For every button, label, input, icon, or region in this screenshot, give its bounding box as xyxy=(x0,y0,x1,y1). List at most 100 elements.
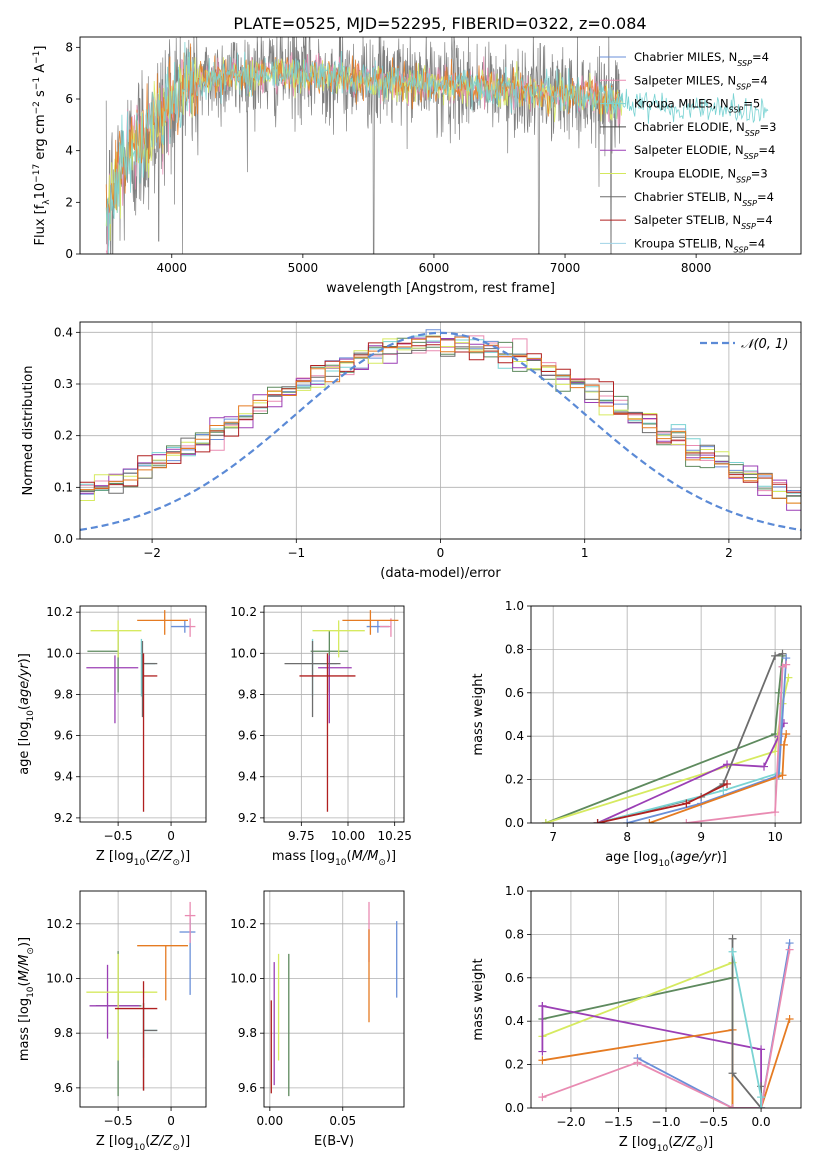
x-tick-label: 0.0 xyxy=(752,1115,771,1129)
y-tick-label: 0.3 xyxy=(54,377,73,391)
chart-spectrum: 4000 5000 6000 7000 8000 0 2 4 6 8 wavelength [Ang… xyxy=(32,36,802,296)
plot-area xyxy=(86,901,196,1097)
point-marker xyxy=(541,819,550,823)
x-tick-label: 7 xyxy=(549,830,557,844)
point-marker xyxy=(771,651,780,660)
y-axis-label: mass weight xyxy=(471,673,486,755)
y-tick-label: 10.0 xyxy=(46,971,73,985)
x-axis-label: Z [log10(Z/Z⊙)] xyxy=(96,1134,190,1153)
x-tick-label: 10.00 xyxy=(331,829,365,843)
x-tick-label: −1 xyxy=(287,546,305,560)
y-tick-label: 9.6 xyxy=(238,729,257,743)
y-tick-label: 10.2 xyxy=(46,605,73,619)
x-tick-label: 1 xyxy=(581,546,589,560)
plot-area xyxy=(86,610,196,812)
y-tick-label: 1.0 xyxy=(505,599,524,613)
legend: Chabrier MILES, NSSP=4 Salpeter MILES, NS… xyxy=(600,50,776,254)
point-marker xyxy=(682,799,691,808)
point-marker xyxy=(728,1104,737,1108)
x-tick-label: 10 xyxy=(767,830,782,844)
series-line xyxy=(542,949,791,1108)
y-tick-label: 9.4 xyxy=(54,770,73,784)
x-axis-label: mass [log10(M/M⊙)] xyxy=(272,849,396,868)
point-marker xyxy=(623,819,632,823)
legend-label: 𝒩(0, 1) xyxy=(741,337,788,352)
y-tick-label: 0.2 xyxy=(54,429,73,443)
point-marker xyxy=(779,740,788,749)
y-tick-label: 8 xyxy=(65,40,73,54)
point-marker xyxy=(778,771,787,780)
x-tick-label: −0.5 xyxy=(104,829,133,843)
y-tick-label: 10.2 xyxy=(230,605,257,619)
plot-area xyxy=(105,37,769,254)
y-tick-label: 1.0 xyxy=(505,884,524,898)
y-tick-label: 10.2 xyxy=(230,917,257,931)
point-marker xyxy=(682,819,691,823)
y-tick-label: 10.0 xyxy=(230,971,257,985)
point-marker xyxy=(771,808,780,817)
point-marker xyxy=(728,1069,737,1078)
y-tick-label: 9.2 xyxy=(238,811,257,825)
legend-label: Chabrier STELIB, NSSP=4 xyxy=(634,190,774,208)
model-extension-line xyxy=(604,88,769,124)
legend-label: Kroupa ELODIE, NSSP=3 xyxy=(634,167,768,185)
figure-title: PLATE=0525, MJD=52295, FIBERID=0322, z=0… xyxy=(233,14,646,33)
y-tick-label: 0.4 xyxy=(54,325,73,339)
histogram-series xyxy=(80,336,801,504)
y-axis-label: mass weight xyxy=(471,958,486,1040)
x-tick-label: 0 xyxy=(167,829,175,843)
series-line xyxy=(731,951,762,1108)
x-tick-label: 7000 xyxy=(550,261,581,275)
series-line xyxy=(686,663,787,823)
y-tick-label: 0.4 xyxy=(505,1014,524,1028)
y-axis-label: mass [log10(M/M⊙)] xyxy=(17,937,36,1061)
point-marker xyxy=(538,1056,547,1065)
point-marker xyxy=(785,945,794,954)
series-line xyxy=(597,666,784,823)
axes-frame xyxy=(79,605,207,823)
series-line xyxy=(626,658,788,823)
series-line xyxy=(649,733,788,823)
axes-frame xyxy=(263,890,405,1108)
x-tick-label: −0.5 xyxy=(699,1115,728,1129)
point-marker xyxy=(538,1002,547,1011)
point-marker xyxy=(760,762,769,771)
y-axis-label: age [log10(age/yr)] xyxy=(17,653,36,775)
y-tick-label: 0.2 xyxy=(505,1058,524,1072)
series-line xyxy=(545,677,790,823)
gaussian-curve xyxy=(80,331,801,531)
plot-area xyxy=(284,610,399,812)
y-tick-label: 9.2 xyxy=(54,811,73,825)
model-spectrum-line xyxy=(105,41,623,254)
legend-label: Salpeter MILES, NSSP=4 xyxy=(634,73,768,91)
series-line xyxy=(542,1018,791,1108)
y-tick-label: 10.2 xyxy=(46,917,73,931)
chart-mass_vs_EBV: 0.00 0.05 9.6 9.8 10.0 10.2 E(B-V) xyxy=(230,890,405,1149)
y-tick-label: 0 xyxy=(65,247,73,261)
x-axis-label: Z [log10(Z/Z⊙)] xyxy=(96,849,190,868)
x-axis-label: E(B-V) xyxy=(314,1134,354,1149)
y-tick-label: 9.6 xyxy=(54,1081,73,1095)
y-tick-label: 9.6 xyxy=(54,729,73,743)
y-tick-label: 9.8 xyxy=(54,687,73,701)
x-tick-label: −2 xyxy=(143,546,161,560)
legend-label: Chabrier ELODIE, NSSP=3 xyxy=(634,120,776,138)
x-axis-label: wavelength [Angstrom, rest frame] xyxy=(326,281,555,296)
point-marker xyxy=(593,819,602,823)
x-tick-label: 0.00 xyxy=(256,1114,283,1128)
y-tick-label: 0.1 xyxy=(54,480,73,494)
y-axis-label: Flux [fλ10−17 erg cm−2 s−1 A−1] xyxy=(32,46,52,246)
x-tick-label: 4000 xyxy=(156,261,187,275)
point-marker xyxy=(757,1045,766,1054)
y-tick-label: 0.0 xyxy=(54,532,73,546)
point-marker xyxy=(719,786,728,795)
x-tick-label: 8 xyxy=(623,830,631,844)
legend-label: Salpeter ELODIE, NSSP=4 xyxy=(634,143,775,161)
point-marker xyxy=(538,1047,547,1056)
point-marker xyxy=(785,1015,794,1024)
y-tick-label: 10.0 xyxy=(230,646,257,660)
y-tick-label: 10.0 xyxy=(46,646,73,660)
x-tick-label: 0 xyxy=(437,546,445,560)
chart-massweight_vs_age: 7 8 9 10 0.0 0.2 0.4 0.6 0.8 1.0 age [log10(age/yr… xyxy=(471,599,802,869)
